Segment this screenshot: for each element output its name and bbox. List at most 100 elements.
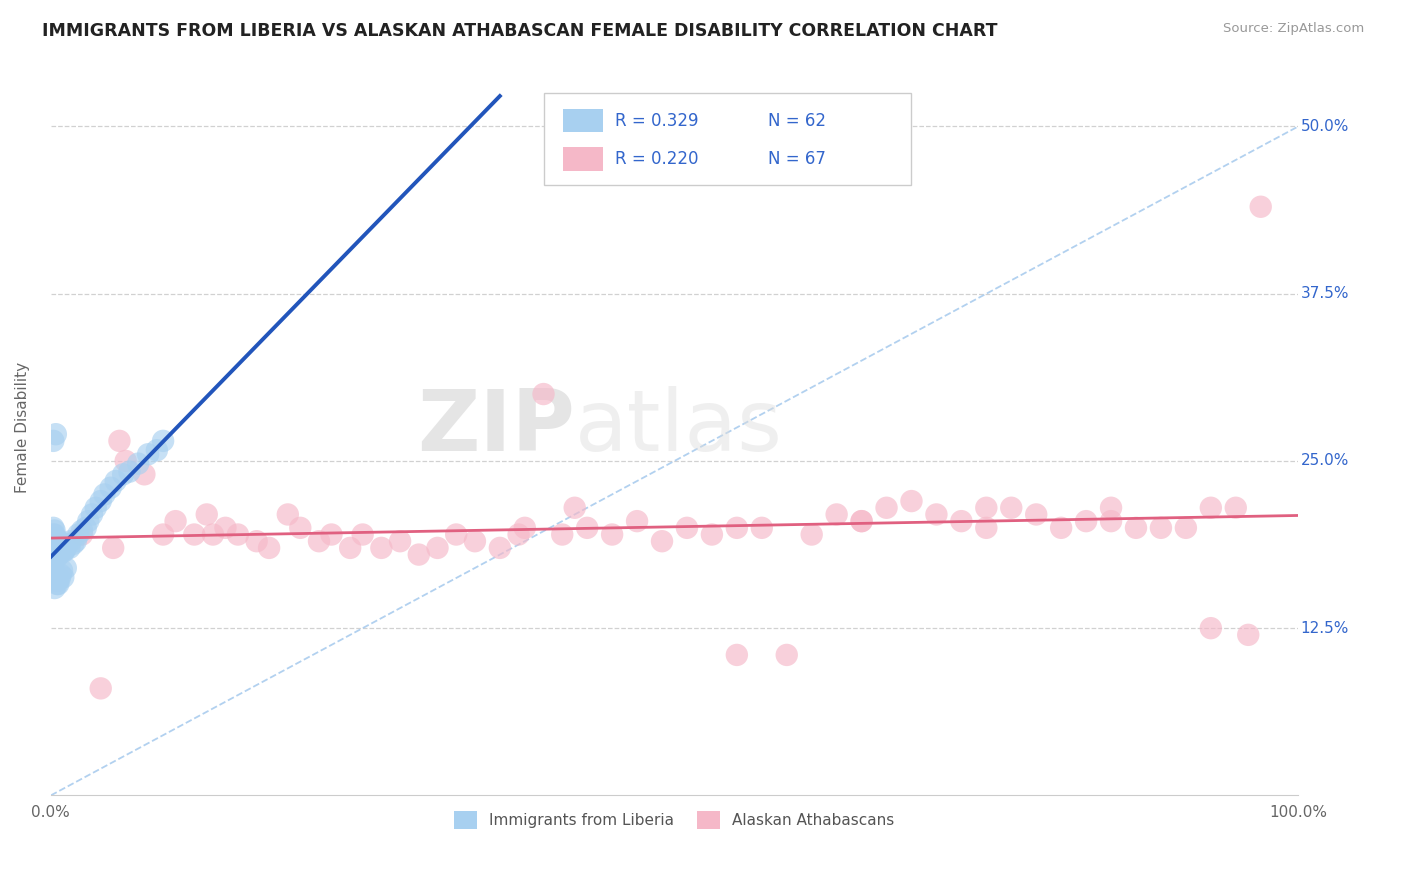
Point <box>321 527 343 541</box>
Point <box>48 572 70 586</box>
Point <box>1199 500 1222 515</box>
Point <box>201 527 224 541</box>
Point <box>1025 508 1047 522</box>
Point <box>46 550 69 565</box>
Point <box>152 434 174 448</box>
Point <box>626 514 648 528</box>
Point <box>52 545 75 559</box>
Point <box>876 500 898 515</box>
Point <box>308 534 330 549</box>
Point <box>226 527 249 541</box>
Y-axis label: Female Disability: Female Disability <box>15 362 30 493</box>
Point <box>104 474 127 488</box>
Point <box>80 508 103 522</box>
Point <box>45 532 67 546</box>
Point <box>1174 521 1197 535</box>
Point <box>352 527 374 541</box>
Point <box>70 524 93 538</box>
Point <box>464 534 486 549</box>
Point <box>49 537 72 551</box>
Point <box>508 527 530 541</box>
Point <box>41 558 63 573</box>
Point <box>42 564 65 578</box>
Point <box>58 541 80 555</box>
Point <box>52 537 75 551</box>
Point <box>70 527 93 541</box>
Point <box>290 521 312 535</box>
Point <box>851 514 873 528</box>
Point <box>277 508 299 522</box>
Point <box>46 574 69 589</box>
Point <box>725 648 748 662</box>
Point <box>339 541 361 555</box>
Point <box>93 487 115 501</box>
Point <box>183 527 205 541</box>
Point <box>44 567 66 582</box>
Text: IMMIGRANTS FROM LIBERIA VS ALASKAN ATHABASCAN FEMALE DISABILITY CORRELATION CHAR: IMMIGRANTS FROM LIBERIA VS ALASKAN ATHAB… <box>42 22 998 40</box>
Point <box>370 541 392 555</box>
FancyBboxPatch shape <box>544 93 911 185</box>
Text: 12.5%: 12.5% <box>1301 621 1348 636</box>
Point <box>42 434 65 448</box>
Point <box>114 454 136 468</box>
Text: ZIP: ZIP <box>418 386 575 469</box>
Point <box>46 541 69 555</box>
Point <box>152 527 174 541</box>
Point <box>976 521 998 535</box>
Legend: Immigrants from Liberia, Alaskan Athabascans: Immigrants from Liberia, Alaskan Athabas… <box>449 805 901 836</box>
Text: 37.5%: 37.5% <box>1301 286 1350 301</box>
Point <box>90 681 112 696</box>
Point <box>444 527 467 541</box>
Point <box>600 527 623 541</box>
Point <box>851 514 873 528</box>
Point <box>100 481 122 495</box>
Point <box>55 561 77 575</box>
Text: N = 62: N = 62 <box>768 112 827 129</box>
Point <box>48 534 70 549</box>
Point <box>45 548 67 562</box>
Point <box>134 467 156 482</box>
Point <box>51 541 73 555</box>
FancyBboxPatch shape <box>564 147 603 170</box>
Point <box>56 537 79 551</box>
Point <box>44 524 66 538</box>
Point <box>776 648 799 662</box>
Point <box>1225 500 1247 515</box>
Point <box>751 521 773 535</box>
Point <box>195 508 218 522</box>
Point <box>1237 628 1260 642</box>
Point <box>800 527 823 541</box>
Point <box>389 534 412 549</box>
Point <box>1199 621 1222 635</box>
Point <box>1150 521 1173 535</box>
Point <box>77 514 100 528</box>
Text: 50.0%: 50.0% <box>1301 119 1348 134</box>
Point <box>52 570 75 584</box>
Point <box>118 465 141 479</box>
Point <box>825 508 848 522</box>
Text: atlas: atlas <box>575 386 783 469</box>
Point <box>42 521 65 535</box>
Point <box>51 564 73 578</box>
Point <box>84 500 107 515</box>
Point <box>257 541 280 555</box>
Point <box>146 443 169 458</box>
Text: 25.0%: 25.0% <box>1301 453 1348 468</box>
Point <box>49 545 72 559</box>
Point <box>46 577 69 591</box>
Point <box>900 494 922 508</box>
Point <box>551 527 574 541</box>
Point <box>651 534 673 549</box>
Point <box>44 545 66 559</box>
Point <box>90 494 112 508</box>
Text: Source: ZipAtlas.com: Source: ZipAtlas.com <box>1223 22 1364 36</box>
Point <box>53 543 76 558</box>
Point <box>136 447 159 461</box>
Text: R = 0.220: R = 0.220 <box>614 150 699 168</box>
Point <box>925 508 948 522</box>
Point <box>1050 521 1073 535</box>
Point <box>62 537 84 551</box>
Point <box>1250 200 1272 214</box>
Point <box>564 500 586 515</box>
Point <box>46 577 69 591</box>
